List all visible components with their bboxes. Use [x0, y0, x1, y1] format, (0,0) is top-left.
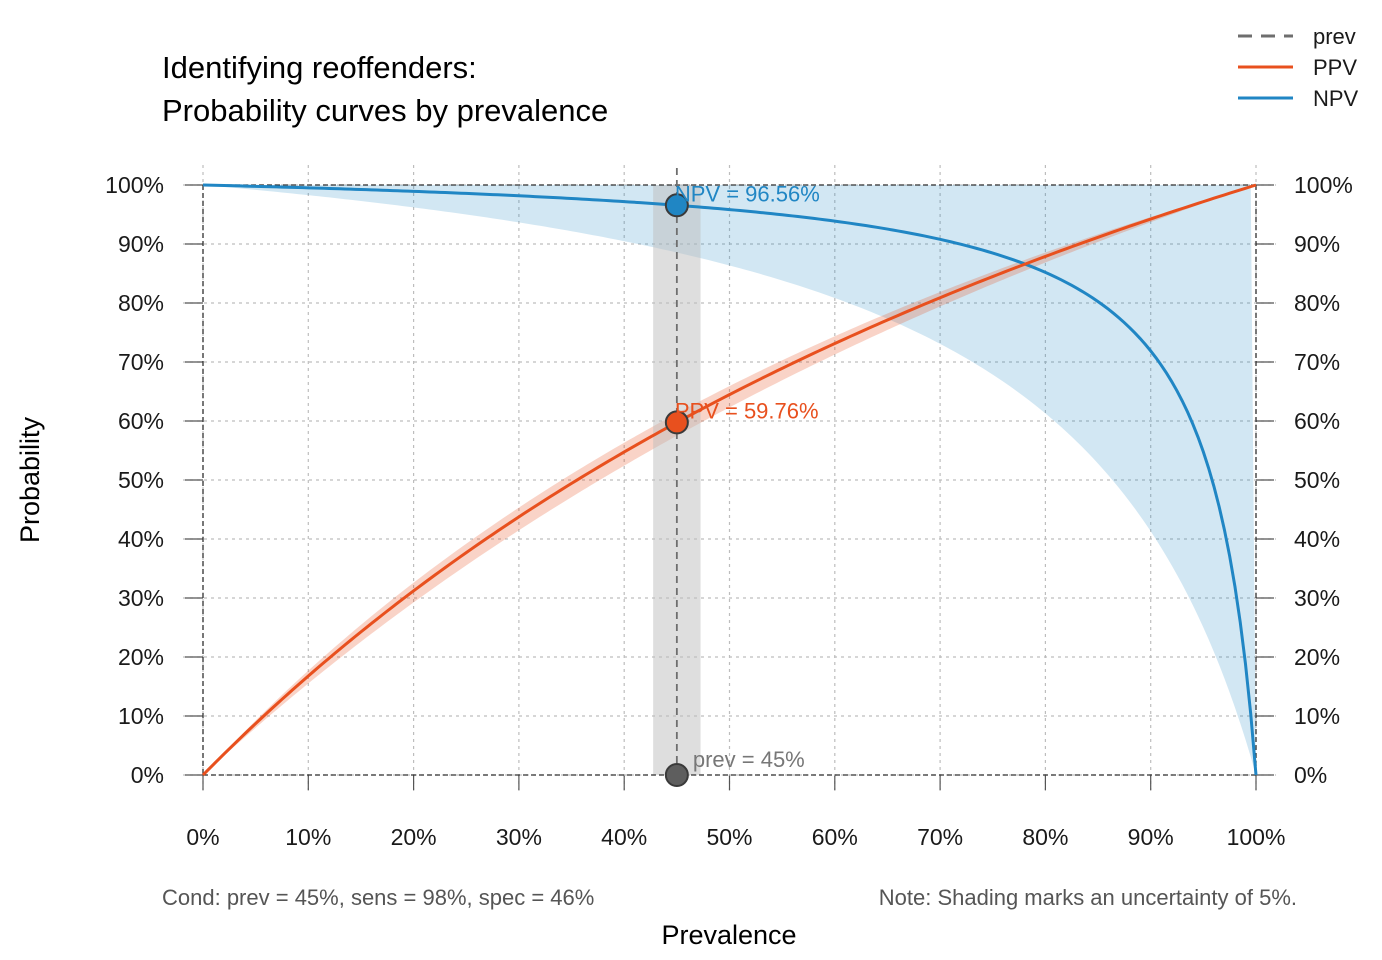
y-tick-label-left: 80%: [118, 290, 164, 316]
y-tick-label-left: 70%: [118, 349, 164, 375]
npv-point-label: NPV = 96.56%: [675, 181, 820, 206]
npv-point: [664, 193, 689, 218]
x-tick-label: 50%: [706, 824, 752, 850]
x-tick-label: 60%: [812, 824, 858, 850]
y-tick-label-left: 0%: [131, 762, 164, 788]
y-tick-label-right: 70%: [1294, 349, 1340, 375]
legend-label-prev: prev: [1313, 24, 1356, 49]
y-tick-label-left: 10%: [118, 703, 164, 729]
x-tick-label: 20%: [391, 824, 437, 850]
npv-line: [202, 183, 1258, 776]
chart-title-line1: Identifying reoffenders:: [162, 50, 477, 85]
y-tick-label-left: 60%: [118, 408, 164, 434]
ppv-point-label: PPV = 59.76%: [675, 398, 819, 423]
y-tick-label-left: 90%: [118, 231, 164, 257]
plot-frame: [202, 184, 1257, 776]
legend-label-ppv: PPV: [1313, 55, 1357, 80]
y-tick-label-right: 60%: [1294, 408, 1340, 434]
y-tick-label-right: 0%: [1294, 762, 1327, 788]
chart-title-line2: Probability curves by prevalence: [162, 93, 608, 128]
highlight-points: NPV = 96.56% PPV = 59.76% prev = 45%: [664, 181, 820, 787]
legend-label-npv: NPV: [1313, 86, 1359, 111]
x-tick-label: 0%: [186, 824, 219, 850]
tick-labels: 0% 10% 20% 30% 40% 50% 60% 70% 80% 90% 100% 0% 0% 10%…: [105, 172, 1353, 850]
prev-point-label: prev = 45%: [693, 747, 805, 772]
y-tick-label-left: 20%: [118, 644, 164, 670]
ppv-line: [201, 183, 1257, 777]
y-tick-label-right: 20%: [1294, 644, 1340, 670]
y-tick-label-right: 30%: [1294, 585, 1340, 611]
x-axis-label: Prevalence: [661, 920, 796, 950]
y-tick-label-right: 100%: [1294, 172, 1353, 198]
x-tick-label: 40%: [601, 824, 647, 850]
y-tick-label-left: 40%: [118, 526, 164, 552]
x-tick-label: 80%: [1022, 824, 1068, 850]
y-tick-label-right: 90%: [1294, 231, 1340, 257]
x-tick-label: 100%: [1227, 824, 1286, 850]
y-tick-label-left: 100%: [105, 172, 164, 198]
x-tick-label: 30%: [496, 824, 542, 850]
y-tick-label-right: 80%: [1294, 290, 1340, 316]
ppv-point: [664, 410, 689, 435]
series-lines: [201, 168, 1258, 777]
y-tick-label-left: 50%: [118, 467, 164, 493]
y-tick-label-right: 50%: [1294, 467, 1340, 493]
x-tick-label: 70%: [917, 824, 963, 850]
y-axis-label: Probability: [15, 416, 45, 543]
npv-uncertainty-band: [203, 185, 1256, 775]
footnote-uncertainty: Note: Shading marks an uncertainty of 5%…: [879, 885, 1297, 910]
prev-point: [664, 763, 689, 787]
y-tick-label-right: 40%: [1294, 526, 1340, 552]
y-tick-label-left: 30%: [118, 585, 164, 611]
legend: prev PPV NPV: [1238, 24, 1359, 111]
y-tick-label-right: 10%: [1294, 703, 1340, 729]
x-tick-label: 10%: [285, 824, 331, 850]
footnote-conditions: Cond: prev = 45%, sens = 98%, spec = 46%: [162, 885, 594, 910]
x-tick-label: 90%: [1128, 824, 1174, 850]
